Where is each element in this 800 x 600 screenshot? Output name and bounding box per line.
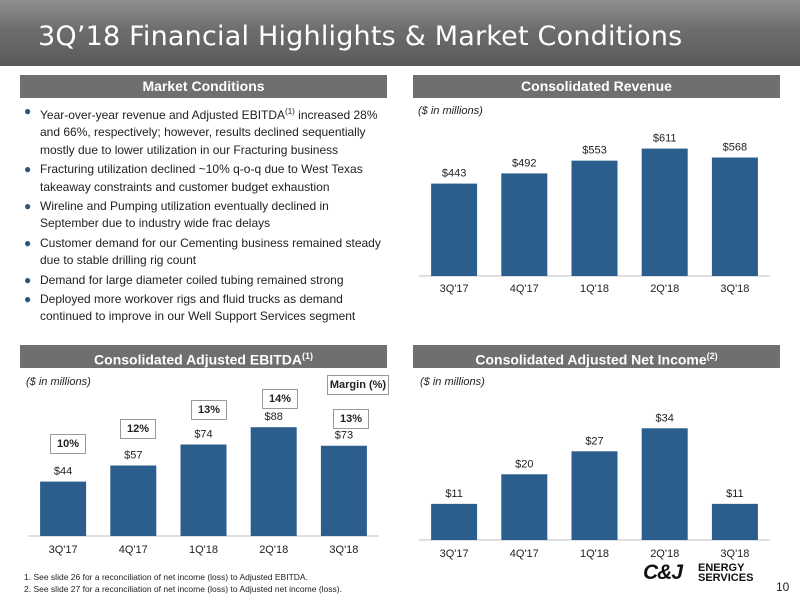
ebitda-chart: $44 3Q'17 $57 4Q'17 $74 1Q'18 $88 2Q'18 $73 3Q'18 [28,411,379,556]
data-label: $34 [656,412,674,424]
bullet-item: ● Wireline and Pumping utilization eventu… [24,199,329,231]
page-number: 10 [776,580,790,594]
bullet-icon: ● [24,292,32,307]
bar [250,427,297,536]
tick-label: 2Q'18 [650,548,679,560]
margin-box: 12% [120,419,156,439]
market-conditions-heading: Market Conditions [20,75,387,98]
ebitda-heading: Consolidated Adjusted EBITDA(1) [20,345,387,368]
bar [571,160,618,276]
bullet-item: ● Deployed more workover rigs and fluid t… [24,292,356,324]
bullet-icon: ● [24,162,32,177]
market-bullets: ● Year-over-year revenue and Adjusted EBI… [24,103,382,328]
tick-label: 1Q'18 [580,283,609,295]
tick-label: 3Q'17 [49,544,78,556]
data-label: $553 [582,145,606,157]
revenue-chart: $443 3Q'17 $492 4Q'17 $553 1Q'18 $611 2Q'18 $568… [419,133,770,295]
margin-box: 10% [50,434,86,454]
bar [431,503,478,540]
bullet-icon: ● [24,235,32,250]
logo-mark: C&J [643,561,683,584]
tick-label: 4Q'17 [510,283,539,295]
title-bar: 3Q’18 Financial Highlights & Market Cond… [0,0,800,66]
tick-label: 3Q'18 [329,544,358,556]
ebitda-units: ($ in millions) [26,376,91,388]
data-label: $44 [54,466,72,478]
data-label: $11 [445,488,463,500]
data-label: $57 [124,450,142,462]
bar [40,481,87,536]
bullet-item: ● Customer demand for our Cementing busin… [24,235,381,268]
bullet-item: ● Demand for large diameter coiled tubing… [24,272,382,289]
net-income-units: ($ in millions) [420,376,485,388]
bar [501,474,548,540]
net-income-heading: Consolidated Adjusted Net Income(2) [413,345,780,368]
bar [571,451,618,540]
margin-box: 13% [333,409,369,429]
data-label: $492 [512,157,536,169]
bullet-icon: ● [24,199,32,214]
tick-label: 3Q'17 [440,283,469,295]
net-income-chart: $11 3Q'17 $20 4Q'17 $27 1Q'18 $34 2Q'18 $11 3Q'18 [419,412,770,560]
tick-label: 4Q'17 [119,544,148,556]
bar [180,444,227,536]
bar [641,148,688,276]
margin-box: 14% [262,389,298,409]
revenue-heading: Consolidated Revenue [413,75,780,98]
company-logo: C&J ENERGY SERVICES [643,562,769,584]
bar [501,173,548,276]
footnotes: 1. See slide 26 for a reconciliation of … [24,571,342,595]
footnote: 1. See slide 26 for a reconciliation of … [24,572,308,582]
logo-text: ENERGY SERVICES [698,562,754,584]
margin-legend: Margin (%) [327,375,389,395]
tick-label: 1Q'18 [580,548,609,560]
data-label: $20 [515,458,533,470]
bullet-item: ● Fracturing utilization declined ~10% q-… [24,162,363,194]
tick-label: 1Q'18 [189,544,218,556]
bullet-item: ● Year-over-year revenue and Adjusted EBI… [24,104,378,157]
bullet-icon: ● [24,104,32,118]
revenue-units: ($ in millions) [418,105,483,117]
tick-label: 2Q'18 [259,544,288,556]
footnote: 2. See slide 27 for a reconciliation of … [24,584,342,594]
tick-label: 3Q'18 [720,548,749,560]
tick-label: 3Q'17 [440,548,469,560]
tick-label: 3Q'18 [720,283,749,295]
data-label: $11 [726,488,744,500]
bar [711,157,758,276]
bar [320,445,367,536]
tick-label: 4Q'17 [510,548,539,560]
bar [641,428,688,540]
data-label: $88 [265,411,283,423]
data-label: $611 [653,133,677,145]
slide-title: 3Q’18 Financial Highlights & Market Cond… [38,21,683,52]
tick-label: 2Q'18 [650,283,679,295]
data-label: $27 [585,435,603,447]
margin-box: 13% [191,400,227,420]
bar [110,465,157,536]
data-label: $443 [442,168,466,180]
bar [711,503,758,540]
bullet-icon: ● [24,272,32,287]
data-label: $568 [723,142,747,154]
bar [431,183,478,276]
data-label: $73 [335,430,353,442]
data-label: $74 [194,429,212,441]
